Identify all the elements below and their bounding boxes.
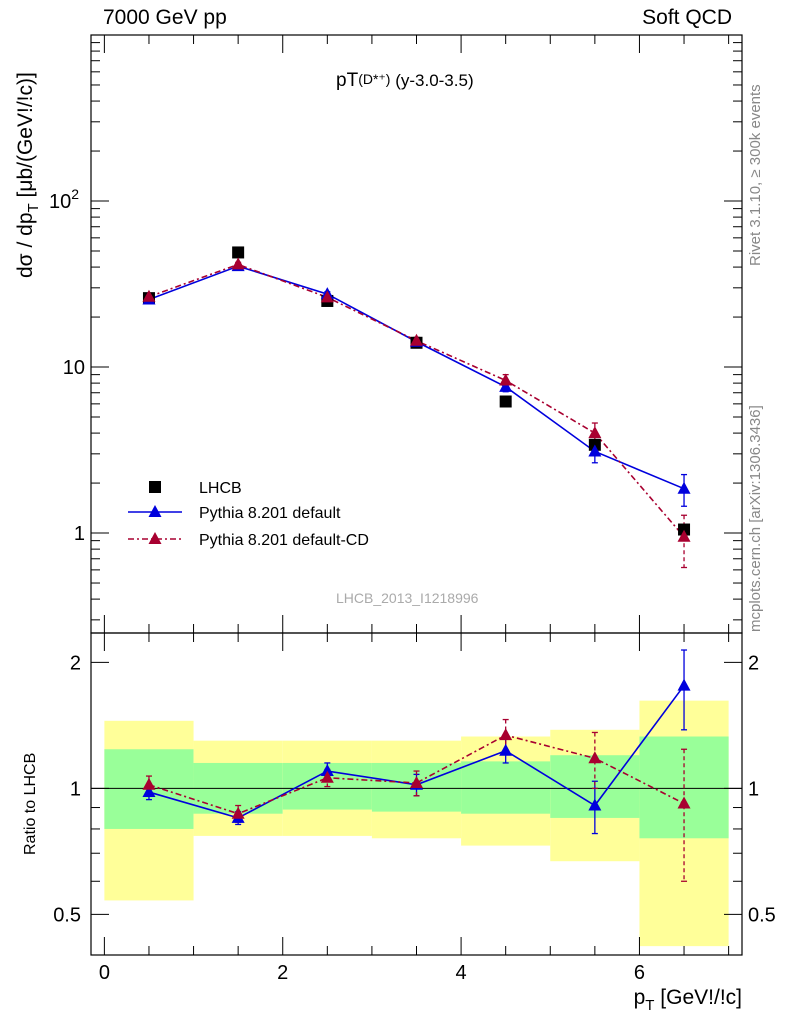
series-default-line xyxy=(148,265,685,490)
y-label-tail: [μb/(GeV!/!c)] xyxy=(14,72,37,204)
legend-label: Pythia 8.201 default xyxy=(199,505,341,522)
y-axis-label-ratio: Ratio to LHCB xyxy=(22,752,39,855)
plot-title-main: pT xyxy=(336,70,359,91)
ratio-y-tick-label-right: 2 xyxy=(748,652,759,674)
lhcb-point xyxy=(232,246,245,259)
ratio-cd-point xyxy=(320,770,334,783)
legend-label: LHCB xyxy=(199,480,242,497)
header-left: 7000 GeV pp xyxy=(103,6,227,29)
main-y-tick-label: 1 xyxy=(74,523,85,545)
ratio-default-point xyxy=(142,785,156,798)
x-axis-label: pT [GeV!/!c] xyxy=(634,986,742,1014)
plot-title-sup: (D*⁺) xyxy=(358,71,391,87)
cd-point xyxy=(410,333,423,346)
x-label-text: p xyxy=(633,986,646,1009)
ratio-default-point xyxy=(320,764,334,777)
cd-point xyxy=(142,289,156,302)
x-tick-label: 4 xyxy=(456,962,467,984)
x-label-sub: T xyxy=(645,997,655,1014)
ratio-cd-point xyxy=(588,751,602,764)
ratio-default-point xyxy=(677,678,691,691)
legend-cd-marker xyxy=(148,532,162,544)
main-y-tick-label: 10 xyxy=(63,357,85,379)
cd-point xyxy=(677,529,691,542)
default-point xyxy=(499,379,513,392)
cd-point xyxy=(499,373,513,386)
y-label-sub: T xyxy=(25,203,42,213)
x-tick-label: 2 xyxy=(277,962,288,984)
ratio-default-point xyxy=(588,798,602,811)
cd-point xyxy=(588,426,602,439)
main-y-tick-exponent: 2 xyxy=(71,186,79,202)
ratio-y-tick-label-right: 1 xyxy=(748,778,759,800)
x-tick-label: 0 xyxy=(99,962,110,984)
ratio-band-inner xyxy=(461,761,551,814)
ratio-y-tick-label-right: 0.5 xyxy=(748,904,776,926)
default-point xyxy=(588,444,602,457)
x-label-tail: [GeV!/!c] xyxy=(654,986,742,1009)
x-tick-label: 6 xyxy=(634,962,645,984)
default-point xyxy=(677,481,691,494)
lhcb-point xyxy=(499,395,512,408)
ratio-cd-point xyxy=(499,728,513,741)
ratio-cd-point xyxy=(677,796,691,809)
cd-point xyxy=(231,257,245,270)
rivet-label: Rivet 3.1.10, ≥ 300k events xyxy=(747,84,764,266)
legend-default-marker xyxy=(148,505,162,517)
y-label-text: dσ / dp xyxy=(14,212,37,278)
ratio-y-tick-label-left: 1 xyxy=(70,778,81,800)
ratio-cd-point xyxy=(231,806,245,819)
ratio-cd-point xyxy=(410,775,423,788)
main-y-tick-label: 102 xyxy=(49,186,79,213)
cd-point xyxy=(320,290,334,303)
mcplots-label: mcplots.cern.ch [arXiv:1306.3436] xyxy=(747,405,764,632)
plot-title: pT(D*⁺) (y-3.0-3.5) xyxy=(336,70,474,92)
ratio-default-point xyxy=(499,743,513,756)
ratio-cd-point xyxy=(142,777,156,790)
plot-title-suffix: (y-3.0-3.5) xyxy=(390,71,474,90)
lhcb-point xyxy=(678,523,691,536)
ratio-y-tick-label-left: 0.5 xyxy=(53,904,81,926)
ratio-y-tick-label-left: 2 xyxy=(70,652,81,674)
header-right: Soft QCD xyxy=(642,6,732,29)
legend-lhcb-marker xyxy=(149,481,161,493)
y-axis-label-main: dσ / dpT [μb/(GeV!/!c)] xyxy=(14,72,42,278)
watermark: LHCB_2013_I1218996 xyxy=(336,590,479,606)
legend-label: Pythia 8.201 default-CD xyxy=(199,532,369,549)
